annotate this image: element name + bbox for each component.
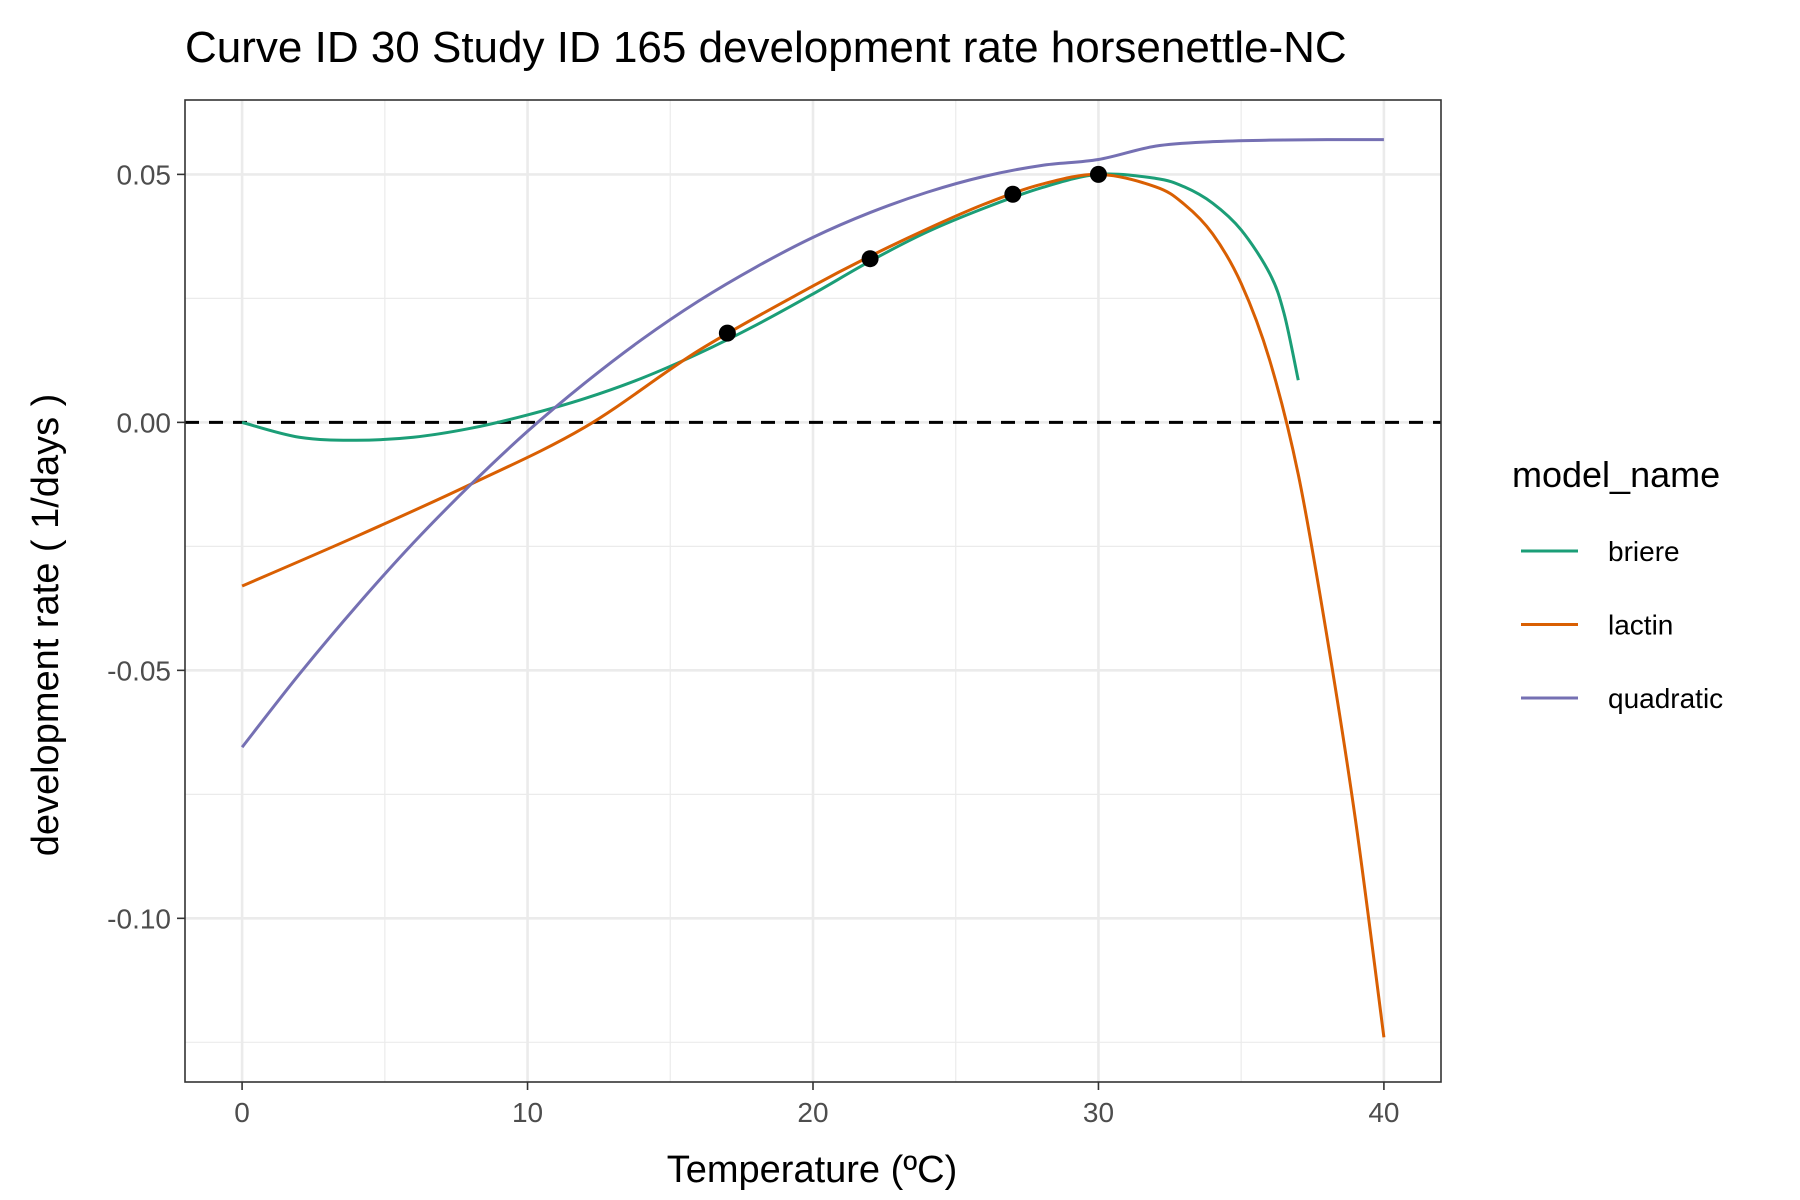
series-line-lactin — [241, 172, 1386, 1038]
series-line-briere — [241, 172, 1300, 442]
y-tick-label: -0.05 — [107, 655, 171, 686]
x-tick-label: 20 — [797, 1097, 828, 1128]
legend: model_name briere lactin quadratic — [1512, 454, 1723, 714]
x-tick-label: 10 — [512, 1097, 543, 1128]
data-point — [1089, 165, 1107, 183]
legend-label-lactin: lactin — [1608, 610, 1673, 641]
x-tick-label: 30 — [1083, 1097, 1114, 1128]
x-axis-title: Temperature (ºC) — [667, 1149, 958, 1191]
legend-title: model_name — [1512, 454, 1720, 495]
y-tick-label: 0.05 — [117, 159, 172, 190]
data-point — [861, 250, 879, 268]
grid — [185, 100, 1441, 1082]
legend-label-briere: briere — [1608, 536, 1680, 567]
y-tick-label: 0.00 — [117, 407, 172, 438]
series-line-quadratic — [240, 138, 1384, 749]
x-tick-label: 0 — [234, 1097, 250, 1128]
data-points — [718, 165, 1107, 342]
x-tick-label: 40 — [1368, 1097, 1399, 1128]
chart-title: Curve ID 30 Study ID 165 development rat… — [185, 23, 1347, 72]
legend-label-quadratic: quadratic — [1608, 683, 1723, 714]
data-point — [1004, 185, 1022, 203]
y-axis-title: development rate ( 1/days ) — [25, 394, 67, 857]
x-axis-ticks: 0 10 20 30 40 — [234, 1082, 1399, 1128]
y-tick-label: -0.10 — [107, 903, 171, 934]
y-axis-ticks: -0.10 -0.05 0.00 0.05 — [107, 159, 185, 934]
data-point — [718, 324, 736, 342]
